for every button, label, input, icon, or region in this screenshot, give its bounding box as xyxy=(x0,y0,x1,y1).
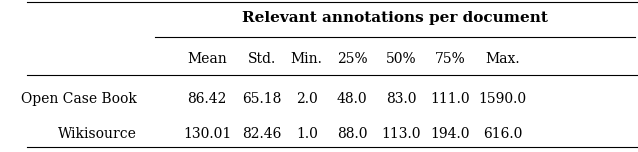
Text: 65.18: 65.18 xyxy=(242,92,282,106)
Text: 616.0: 616.0 xyxy=(482,127,522,141)
Text: 130.01: 130.01 xyxy=(183,127,232,141)
Text: 1590.0: 1590.0 xyxy=(478,92,526,106)
Text: 1.0: 1.0 xyxy=(296,127,318,141)
Text: 75%: 75% xyxy=(434,52,465,66)
Text: 194.0: 194.0 xyxy=(430,127,470,141)
Text: 83.0: 83.0 xyxy=(385,92,416,106)
Text: 86.42: 86.42 xyxy=(188,92,227,106)
Text: 82.46: 82.46 xyxy=(242,127,282,141)
Text: 111.0: 111.0 xyxy=(430,92,470,106)
Text: 50%: 50% xyxy=(385,52,416,66)
Text: Min.: Min. xyxy=(291,52,323,66)
Text: 88.0: 88.0 xyxy=(337,127,367,141)
Text: 48.0: 48.0 xyxy=(337,92,367,106)
Text: Max.: Max. xyxy=(485,52,519,66)
Text: Std.: Std. xyxy=(248,52,276,66)
Text: 25%: 25% xyxy=(337,52,367,66)
Text: 2.0: 2.0 xyxy=(296,92,318,106)
Text: Mean: Mean xyxy=(188,52,227,66)
Text: Open Case Book: Open Case Book xyxy=(21,92,137,106)
Text: Wikisource: Wikisource xyxy=(58,127,137,141)
Text: 113.0: 113.0 xyxy=(381,127,420,141)
Text: Relevant annotations per document: Relevant annotations per document xyxy=(242,11,548,25)
